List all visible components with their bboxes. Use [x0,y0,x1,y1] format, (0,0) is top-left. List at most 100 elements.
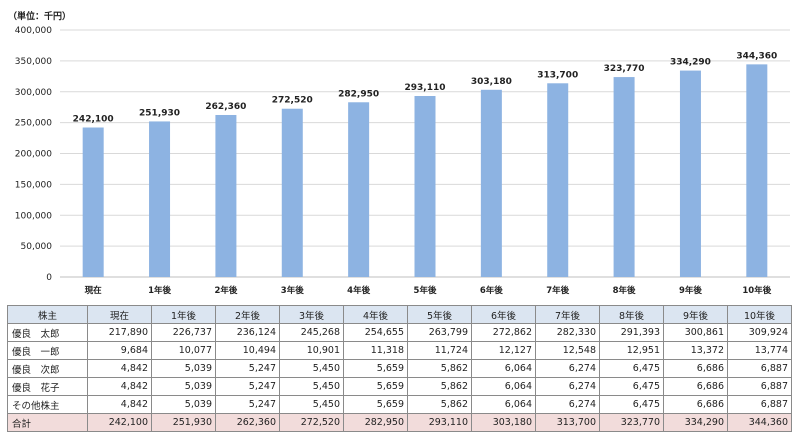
table-cell: 6,274 [535,359,600,378]
table-cell: 6,475 [599,395,664,414]
y-axis-ticks: 0 50,000 100,000 150,000 200,000 250,000 300,0… [15,26,52,283]
x-tick-label: 9年後 [679,285,702,296]
x-axis-ticks: 現在 1年後 2年後 3年後 4年後 5年後 6年後 7年後 8年後 9年後 10年後 [85,285,772,296]
table-cell: 226,737 [151,323,216,342]
y-tick-label: 200,000 [15,150,52,160]
y-tick-label: 250,000 [15,119,52,129]
table-cell: 323,770 [599,413,664,432]
table-cell: 245,268 [279,323,344,342]
table-cell: 6,887 [727,359,792,378]
table-cell: 282,950 [343,413,408,432]
bar-value-label: 334,290 [670,58,711,68]
table-cell: 6,686 [663,377,728,396]
table-corner-header: 株主 [7,305,88,324]
table-cell: 251,930 [151,413,216,432]
unit-label: （単位：千円） [8,12,72,22]
column-header: 10年後 [727,305,792,324]
table-cell: 5,862 [407,359,472,378]
table-cell: 272,862 [471,323,536,342]
table-cell: 6,274 [535,395,600,414]
table-cell: 263,799 [407,323,472,342]
table-cell: 303,180 [471,413,536,432]
shareholder-table: 株主 現在 1年後 2年後 3年後 4年後 5年後 6年後 7年後 8年後 9年後 10年後 優良 … [7,305,792,432]
table-cell: 5,659 [343,377,408,396]
table-cell: 10,077 [151,341,216,360]
table-cell: 13,774 [727,341,792,360]
column-header: 8年後 [599,305,664,324]
table-cell: 9,684 [87,341,152,360]
table-cell: 6,887 [727,377,792,396]
table-cell: 313,700 [535,413,600,432]
bar [613,77,635,277]
table-cell: 11,724 [407,341,472,360]
table-cell: 4,842 [87,359,152,378]
row-header: 優良 次郎 [7,359,88,378]
y-tick-label: 150,000 [15,180,52,190]
table-cell: 6,274 [535,377,600,396]
table-cell: 5,450 [279,377,344,396]
y-tick-label: 0 [46,273,52,283]
table-cell: 236,124 [215,323,280,342]
table-row: その他株主 4,842 5,039 5,247 5,450 5,659 5,862 6,064… [7,395,792,414]
table-cell: 5,659 [343,359,408,378]
x-tick-label: 6年後 [480,285,503,296]
column-header: 5年後 [407,305,472,324]
table-cell: 293,110 [407,413,472,432]
column-header: 現在 [87,305,152,324]
x-tick-label: 10年後 [742,285,771,296]
bar [215,114,237,277]
bar-value-label: 242,100 [73,115,114,125]
table-cell: 10,494 [215,341,280,360]
table-cell: 262,360 [215,413,280,432]
bar [480,89,502,277]
bar-value-label: 313,700 [537,70,578,80]
bar-value-label: 303,180 [471,77,512,87]
table-cell: 272,520 [279,413,344,432]
column-header: 7年後 [535,305,600,324]
table-cell: 291,393 [599,323,664,342]
table-cell: 5,247 [215,359,280,378]
row-header: 優良 太郎 [7,323,88,342]
table-cell: 6,475 [599,377,664,396]
bar-value-label: 272,520 [272,96,313,106]
y-tick-label: 350,000 [15,57,52,67]
x-tick-label: 現在 [85,285,103,296]
bar [149,121,171,277]
table-row: 優良 花子 4,842 5,039 5,247 5,450 5,659 5,862 6,064… [7,377,792,396]
table-cell: 6,064 [471,359,536,378]
bar-value-label: 262,360 [205,102,246,112]
x-tick-label: 8年後 [613,285,636,296]
x-tick-label: 7年後 [546,285,569,296]
table-cell: 334,290 [663,413,728,432]
table-cell: 5,247 [215,395,280,414]
bar [348,102,370,277]
table-cell: 12,951 [599,341,664,360]
table-cell: 242,100 [87,413,152,432]
bar [281,108,303,277]
column-header: 2年後 [215,305,280,324]
table-row: 優良 一郎 9,684 10,077 10,494 10,901 11,318 11,724… [7,341,792,360]
table-cell: 5,450 [279,359,344,378]
row-header: その他株主 [7,395,88,414]
x-tick-label: 5年後 [414,285,437,296]
table-cell: 4,842 [87,377,152,396]
table-cell: 5,450 [279,395,344,414]
table-cell: 10,901 [279,341,344,360]
table-row: 優良 太郎 217,890 226,737 236,124 245,268 254,655… [7,323,792,342]
column-header: 1年後 [151,305,216,324]
x-tick-label: 3年後 [281,285,304,296]
row-header: 合計 [7,413,88,432]
table-cell: 5,247 [215,377,280,396]
table-cell: 300,861 [663,323,728,342]
column-header: 9年後 [663,305,728,324]
table-cell: 217,890 [87,323,152,342]
bar-value-labels: 242,100 251,930 262,360 272,520 282,950 293,1… [73,51,778,124]
table-cell: 344,360 [727,413,792,432]
bar [82,127,104,277]
y-tick-label: 50,000 [21,242,53,252]
table-cell: 254,655 [343,323,408,342]
table-cell: 6,686 [663,395,728,414]
bar-value-label: 282,950 [338,89,379,99]
table-cell: 5,862 [407,377,472,396]
bar-value-label: 251,930 [139,108,180,118]
